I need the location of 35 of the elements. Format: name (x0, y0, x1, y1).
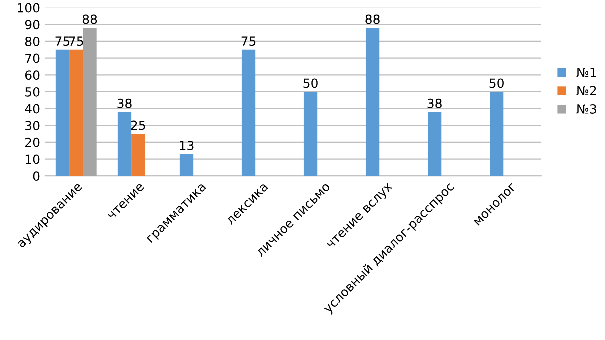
legend-label: №1 (576, 68, 596, 78)
y-tick-label: 100 (18, 3, 40, 13)
data-label: 50 (490, 78, 504, 88)
data-label: 38 (428, 98, 442, 108)
data-label: 13 (180, 140, 194, 150)
bar (56, 50, 70, 176)
data-label: 88 (366, 14, 380, 24)
bar (83, 28, 97, 176)
bar (304, 92, 318, 176)
bar (490, 92, 504, 176)
bar (428, 112, 442, 176)
y-tick-label: 30 (26, 121, 40, 131)
bar (180, 154, 194, 176)
y-tick-label: 80 (25, 36, 40, 46)
bar (132, 134, 146, 176)
y-tick-label: 70 (26, 54, 40, 64)
y-tick-label: 0 (33, 172, 40, 182)
y-tick-label: 60 (25, 70, 40, 80)
y-tick-label: 20 (26, 138, 40, 148)
bar (366, 28, 380, 176)
y-tick-label: 90 (25, 20, 40, 30)
data-label: 75 (69, 36, 84, 46)
data-label: 75 (242, 36, 256, 46)
data-label: 50 (304, 78, 318, 88)
data-label: 38 (118, 98, 132, 108)
data-label: 75 (56, 36, 70, 46)
legend-label: №3 (576, 104, 596, 114)
y-tick-label: 50 (26, 87, 40, 97)
legend-label: №2 (576, 86, 596, 96)
bar (70, 50, 84, 176)
bar (242, 50, 256, 176)
y-tick-label: 40 (25, 104, 40, 114)
data-label: 88 (82, 14, 98, 24)
bar (118, 112, 132, 176)
y-tick-label: 10 (26, 154, 40, 164)
